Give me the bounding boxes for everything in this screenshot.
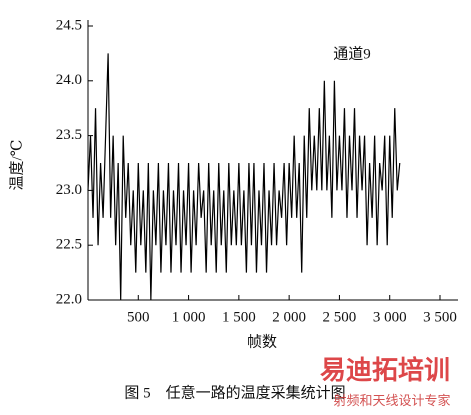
x-tick-label: 500 xyxy=(127,309,150,325)
y-axis-label: 温度/℃ xyxy=(8,140,25,191)
x-tick-label: 1 000 xyxy=(172,309,206,325)
y-tick-label: 22.5 xyxy=(56,237,82,253)
x-tick-label: 2 500 xyxy=(323,309,357,325)
y-tick-label: 22.0 xyxy=(56,291,82,307)
y-tick-label: 23.5 xyxy=(56,127,82,143)
x-tick-label: 1 500 xyxy=(222,309,256,325)
x-tick-label: 2 000 xyxy=(272,309,306,325)
x-tick-label: 3 000 xyxy=(373,309,407,325)
data-line xyxy=(87,53,401,301)
annotation: 通道9 xyxy=(333,45,371,62)
x-tick-label: 3 500 xyxy=(423,309,457,325)
caption: 图 5 任意一路的温度采集统计图 xyxy=(124,383,345,401)
x-axis-label: 帧数 xyxy=(247,333,277,350)
y-tick-label: 24.5 xyxy=(56,17,82,33)
y-tick-label: 24.0 xyxy=(56,72,82,88)
watermark-subtitle: 射频和天线设计专家 xyxy=(333,393,450,408)
watermark-title: 易迪拓培训 xyxy=(320,356,450,385)
y-tick-label: 23.0 xyxy=(56,182,82,198)
